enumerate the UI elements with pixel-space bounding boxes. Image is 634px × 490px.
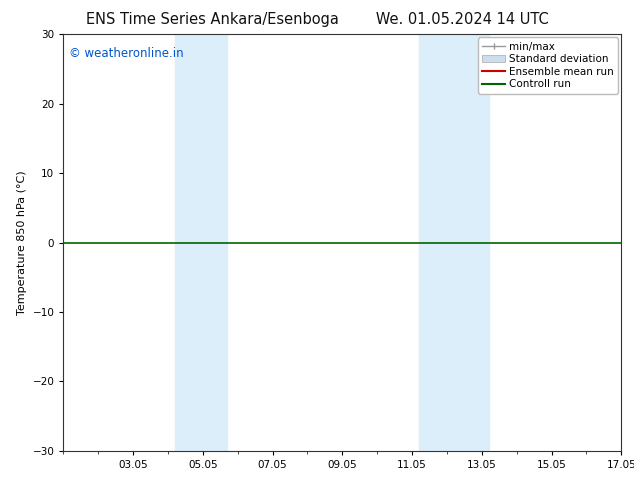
Bar (175, 34, 203, 451)
Bar (447, 34, 489, 451)
Y-axis label: Temperature 850 hPa (°C): Temperature 850 hPa (°C) (17, 170, 27, 315)
Text: ENS Time Series Ankara/Esenboga        We. 01.05.2024 14 UTC: ENS Time Series Ankara/Esenboga We. 01.0… (86, 12, 548, 27)
Text: © weatheronline.in: © weatheronline.in (69, 47, 184, 60)
Legend: min/max, Standard deviation, Ensemble mean run, Controll run: min/max, Standard deviation, Ensemble me… (478, 37, 618, 94)
Bar (419, 34, 447, 451)
Bar (203, 34, 227, 451)
